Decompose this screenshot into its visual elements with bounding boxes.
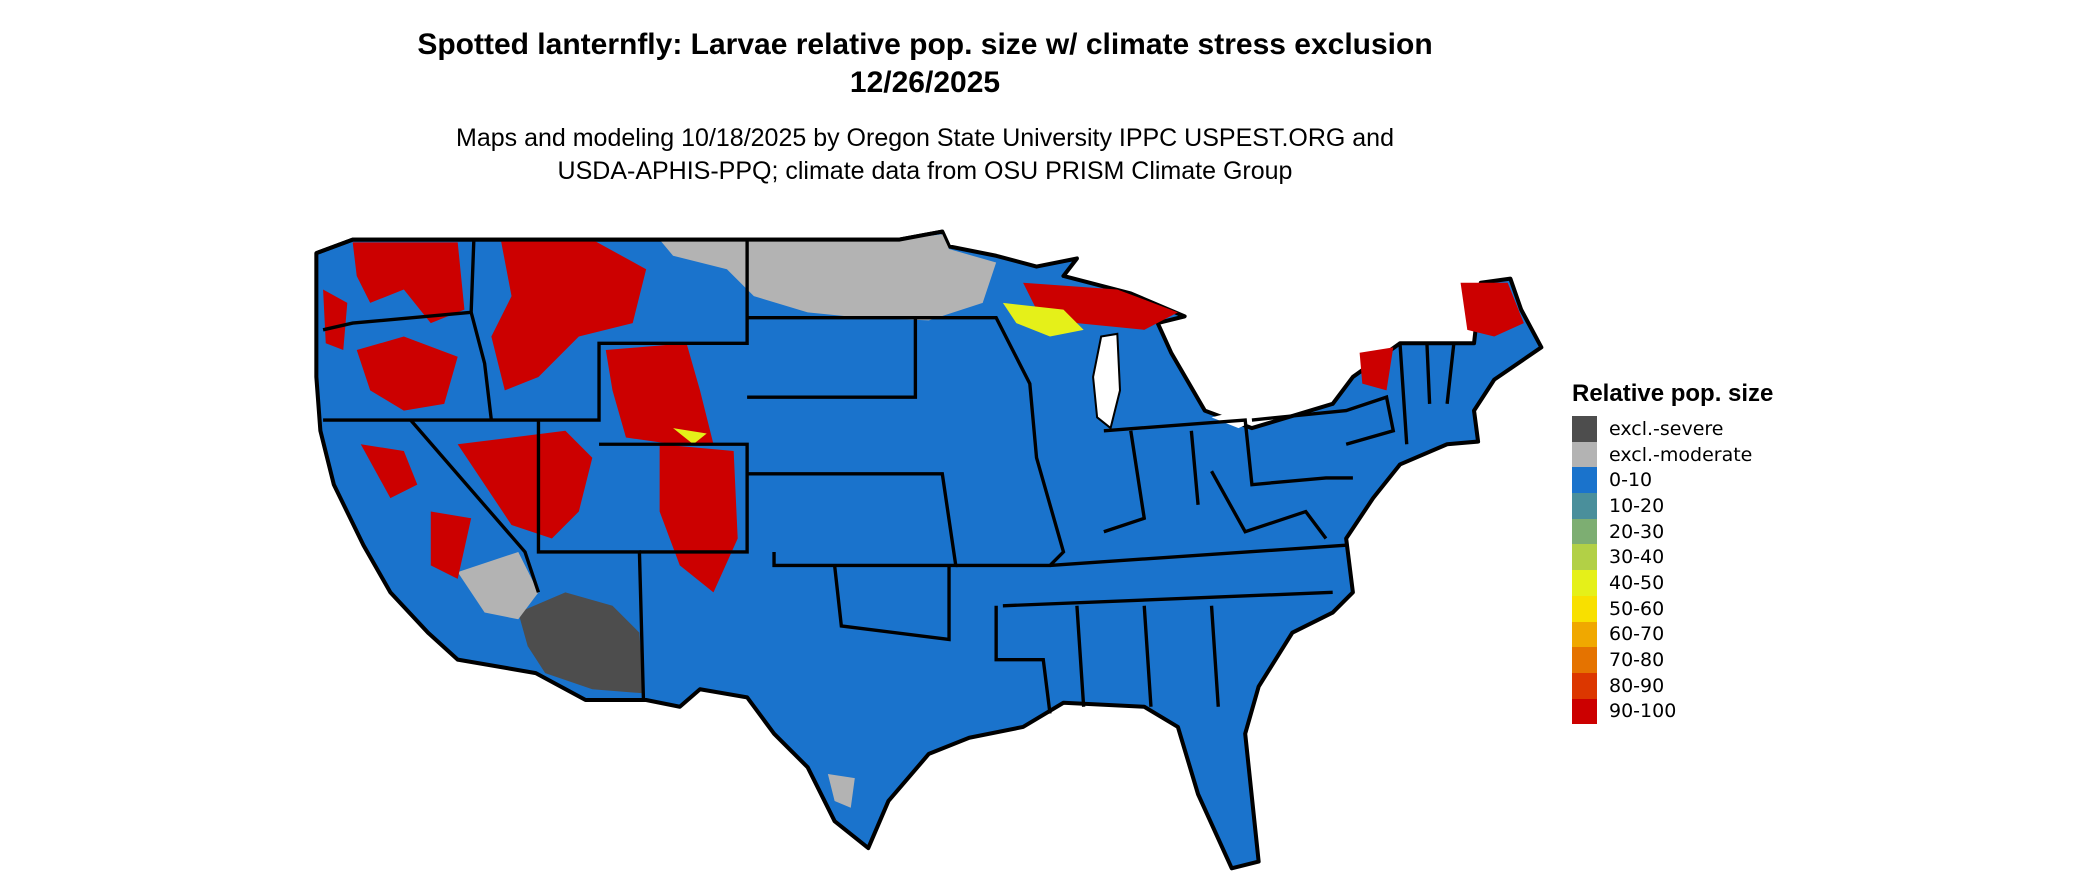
legend-item: 20-30 [1572,518,1773,545]
legend-item: excl.-moderate [1572,441,1773,468]
legend-swatch [1572,570,1597,596]
legend-item: 10-20 [1572,493,1773,519]
state-borders [322,239,1456,714]
legend-label: 40-50 [1609,571,1665,594]
legend-swatch [1572,595,1597,622]
legend-swatch [1572,493,1597,519]
legend-label: 10-20 [1609,494,1665,517]
legend-item: 40-50 [1572,570,1773,596]
legend-swatch [1572,544,1597,571]
legend-swatch [1572,621,1597,648]
legend-item: 30-40 [1572,544,1773,571]
legend-swatch [1572,647,1597,673]
legend-label: 60-70 [1609,623,1665,646]
legend-item: excl.-severe [1572,416,1773,442]
legend-label: 30-40 [1609,546,1665,569]
legend-swatch [1572,416,1597,442]
lake-michigan [1092,332,1122,430]
excl-severe-southwest [518,592,644,694]
subtitle-line-2: USDA-APHIS-PPQ; climate data from OSU PR… [557,157,1293,185]
excl-moderate-southwest [457,551,539,620]
legend-item: 0-10 [1572,467,1773,494]
legend-item: 50-60 [1572,595,1773,622]
legend-swatch [1572,467,1597,494]
legend-label: 50-60 [1609,597,1665,620]
legend-title: Relative pop. size [1572,380,1774,407]
mid-pop-regions [673,302,1084,445]
excl-moderate-north-plains [659,234,997,321]
excl-moderate-texas [827,774,855,808]
legend-label: 0-10 [1609,469,1653,492]
legend-label: 80-90 [1609,674,1665,697]
map-subtitle: Maps and modeling 10/18/2025 by Oregon S… [380,122,1470,188]
map-title: Spotted lanternfly: Larvae relative pop.… [417,28,1433,99]
legend-item: 80-90 [1572,672,1773,699]
legend-label: 90-100 [1609,700,1677,723]
legend-item: 60-70 [1572,621,1773,648]
border-redraw-outline [315,229,943,255]
legend-swatch [1572,698,1597,725]
legend-item: 90-100 [1572,698,1773,725]
legend-label: 70-80 [1609,649,1665,672]
legend-swatch [1572,518,1597,545]
legend-item: 70-80 [1572,647,1773,673]
legend-label: excl.-severe [1609,417,1724,440]
legend-swatch [1572,672,1597,699]
legend: Relative pop. size excl.-severe excl.-mod… [1572,380,1774,725]
high-pop-regions [323,239,1524,593]
legend-label: 20-30 [1609,520,1665,543]
subtitle-line-1: Maps and modeling 10/18/2025 by Oregon S… [456,124,1394,152]
legend-swatch [1572,441,1597,468]
legend-label: excl.-moderate [1609,443,1753,466]
